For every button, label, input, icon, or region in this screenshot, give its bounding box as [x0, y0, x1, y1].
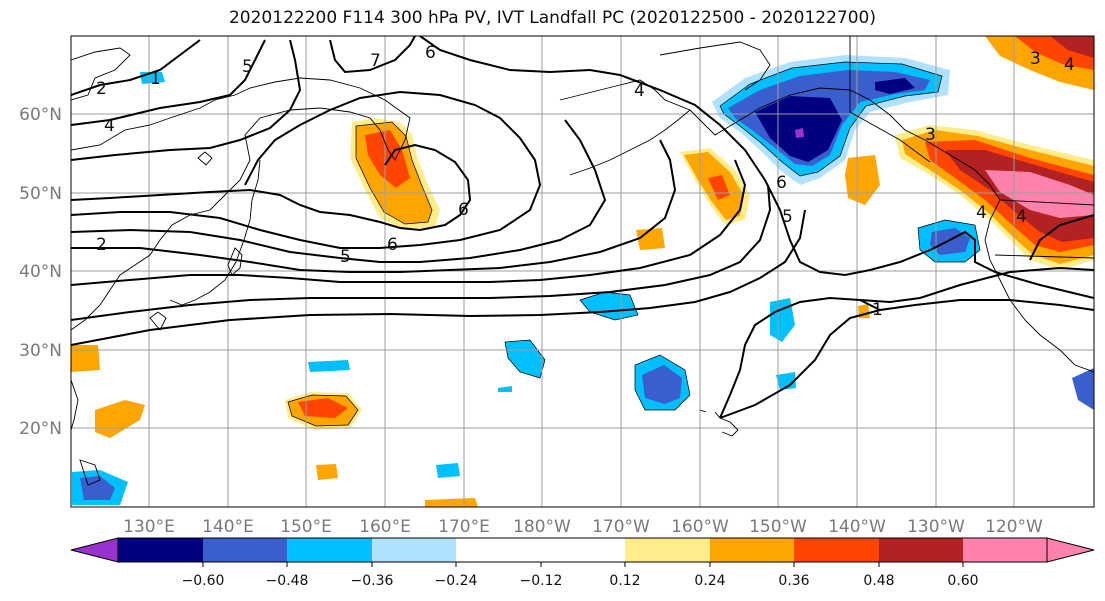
contour-labels: 2 4 5 7 6 2 6 6 5 1 1 4 3 4 6 5 3 4 4: [96, 43, 1075, 320]
colorbar-segment: [963, 538, 1047, 562]
lat-label: 20°N: [19, 419, 62, 439]
contour-label: 6: [387, 235, 398, 255]
pv-contours: [71, 36, 1094, 419]
colorbar-tick-label: −0.48: [266, 573, 309, 589]
colorbar-segment: [456, 538, 541, 562]
gridlines: [71, 36, 1094, 507]
contour-label: 6: [776, 173, 787, 193]
map-title: 2020122200 F114 300 hPa PV, IVT Landfall…: [228, 8, 876, 28]
latitude-labels: 60°N 50°N 40°N 30°N 20°N: [19, 105, 62, 439]
lon-label: 130°E: [123, 517, 175, 537]
colorbar-ticks: [202, 562, 964, 567]
lat-label: 60°N: [19, 105, 62, 125]
contour-label: 6: [425, 43, 436, 63]
colorbar-segment: [625, 538, 710, 562]
plot-frame: [70, 35, 1095, 508]
contour-label: 4: [634, 81, 645, 101]
colorbar-frame: [117, 537, 1048, 563]
colorbar-segment: [118, 538, 203, 562]
contour-label: 1: [872, 300, 883, 320]
lon-label: 130°W: [907, 517, 965, 537]
colorbar-tick-label: 0.12: [609, 573, 640, 589]
colorbar-tick-label: 0.60: [947, 573, 978, 589]
colorbar-tick-label: −0.12: [520, 573, 563, 589]
colorbar: −0.60 −0.48 −0.36 −0.24 −0.12 0.12 0.24 …: [70, 537, 1095, 589]
colorbar-segment: [541, 538, 625, 562]
lon-label: 150°W: [749, 517, 807, 537]
contour-label: 4: [104, 116, 115, 136]
colorbar-segment: [203, 538, 287, 562]
lon-label: 160°W: [671, 517, 729, 537]
colorbar-segment: [879, 538, 963, 562]
contour-label: 1: [150, 69, 161, 89]
contour-label: 3: [1030, 49, 1041, 69]
contour-label: 5: [782, 207, 793, 227]
colorbar-tick-label: 0.48: [863, 573, 894, 589]
lat-label: 50°N: [19, 184, 62, 204]
contour-label: 4: [1016, 207, 1027, 227]
lon-label: 160°E: [359, 517, 411, 537]
colorbar-extend-low: [70, 537, 119, 563]
contour-label: 6: [458, 200, 469, 220]
colorbar-segment: [287, 538, 372, 562]
contour-label: 2: [96, 79, 107, 99]
lon-label: 180°W: [513, 517, 571, 537]
colorbar-tick-label: −0.24: [435, 573, 478, 589]
colorbar-segment: [710, 538, 794, 562]
colorbar-segment: [372, 538, 456, 562]
lon-label: 170°W: [592, 517, 650, 537]
lon-label: 120°W: [985, 517, 1043, 537]
longitude-labels: 130°E 140°E 150°E 160°E 170°E 180°W 170°…: [123, 517, 1043, 537]
contour-label: 5: [242, 57, 253, 77]
colorbar-tick-label: 0.24: [694, 573, 725, 589]
colorbar-tick-label: −0.60: [182, 573, 225, 589]
contour-label: 7: [370, 51, 381, 71]
colorbar-tick-labels: −0.60 −0.48 −0.36 −0.24 −0.12 0.12 0.24 …: [182, 573, 979, 589]
colorbar-extend-high: [1046, 537, 1095, 563]
colorbar-segment: [794, 538, 879, 562]
lat-label: 40°N: [19, 262, 62, 282]
contour-label: 3: [925, 125, 936, 145]
contour-label: 2: [96, 235, 107, 255]
lon-label: 150°E: [280, 517, 332, 537]
lat-label: 30°N: [19, 341, 62, 361]
lon-label: 140°E: [202, 517, 254, 537]
contour-label: 4: [976, 203, 987, 223]
lon-label: 140°W: [828, 517, 886, 537]
colorbar-tick-label: 0.36: [778, 573, 809, 589]
contour-label: 4: [1064, 55, 1075, 75]
colorbar-tick-label: −0.36: [351, 573, 394, 589]
lon-label: 170°E: [438, 517, 490, 537]
contour-label: 5: [340, 247, 351, 267]
